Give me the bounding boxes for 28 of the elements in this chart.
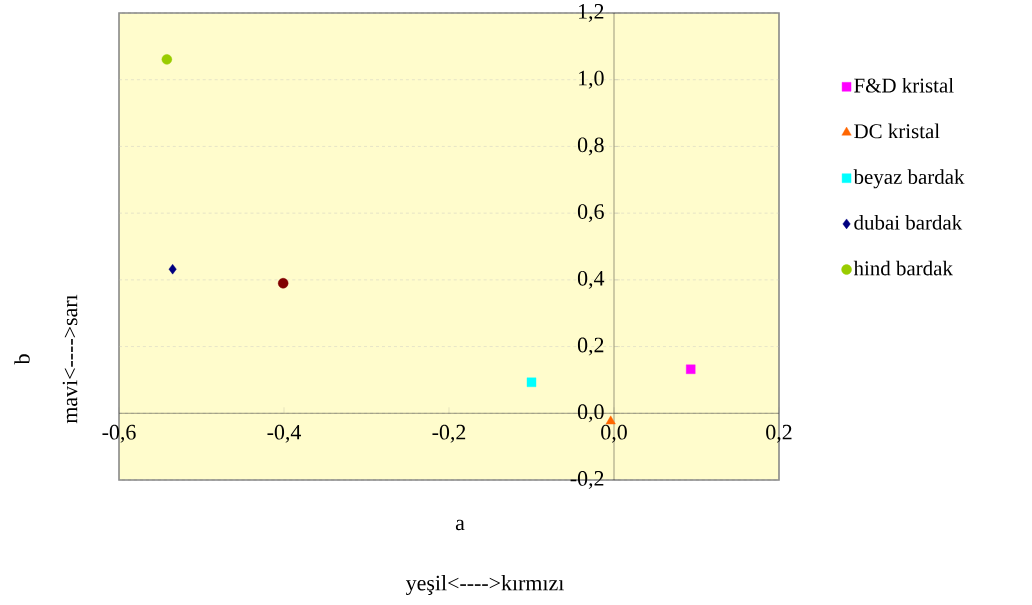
y-tick-label: 1,2: [579, 4, 604, 22]
text: yeşil<---->kırmızı: [405, 575, 564, 595]
x-tick-label: 0,0: [601, 424, 627, 443]
legend-label: DC kristal: [854, 123, 940, 139]
y-tick-label: 0,8: [577, 137, 604, 156]
x-tick-label: 0,2: [766, 424, 792, 443]
y-tick-label: 0,0: [577, 404, 604, 423]
y-tick-label: -0,2: [570, 471, 604, 489]
x-axis-title: a: [455, 519, 465, 531]
x-tick-label: -0,2: [432, 424, 466, 443]
legend-label: hind bardak: [853, 260, 953, 276]
legend-label: F&D kristal: [854, 77, 954, 93]
x-tick-label: -0,4: [267, 424, 302, 443]
y-tick-label: 0,2: [577, 337, 604, 356]
y-tick-label: 1,0: [579, 70, 604, 89]
point: [686, 364, 696, 374]
y-tick-label: 0,6: [577, 204, 604, 223]
x-tick-label: -0,6: [102, 424, 136, 443]
point: [605, 415, 616, 425]
y-axis-title: b: [14, 354, 30, 365]
point: [278, 278, 289, 289]
point: [526, 377, 537, 387]
legend-label: beyaz bardak: [853, 169, 965, 189]
point: [168, 264, 177, 275]
y-tick-label: 0,4: [577, 270, 605, 289]
point: [161, 54, 173, 65]
legend-label: dubai bardak: [854, 215, 963, 230]
text: mavi<---->sarı: [62, 294, 78, 424]
